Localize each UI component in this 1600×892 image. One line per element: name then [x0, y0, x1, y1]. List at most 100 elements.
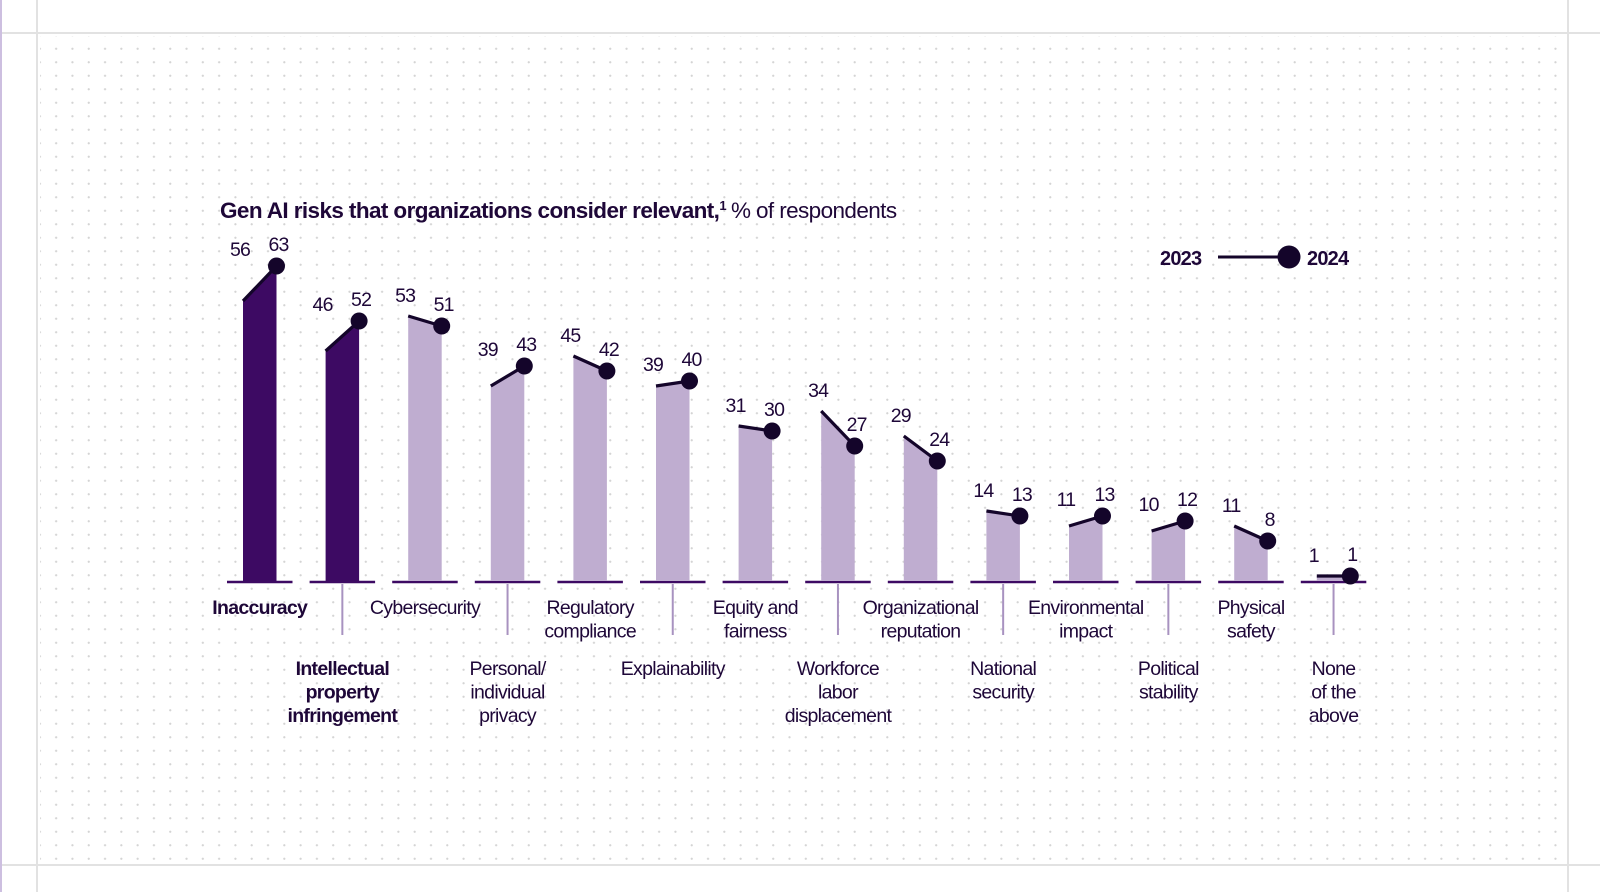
dot-2024-explainability [681, 372, 698, 390]
frame-line-left [36, 0, 38, 892]
category-label-line: labor [818, 682, 859, 704]
value-label-2024-regulatory-compliance: 42 [599, 339, 619, 361]
category-label-organizational-reputation: Organizational reputation [863, 597, 979, 643]
bar-inaccuracy [243, 266, 277, 581]
value-label-2023-regulatory-compliance: 45 [560, 325, 581, 347]
frame-line-right [1567, 0, 1569, 892]
bar-personal-individual-privacy [490, 366, 525, 581]
value-label-2023-cybersecurity: 53 [395, 285, 415, 307]
chart-title-footnote: 1 [719, 198, 726, 213]
category-label-environmental-impact: Environmental impact [1028, 597, 1144, 643]
category-label-line: Regulatory [546, 597, 634, 619]
category-label-equity-and-fairness: Equity and fairness [713, 597, 798, 643]
dot-2024-personal-individual-privacy [515, 357, 533, 375]
category-label-line: stability [1139, 682, 1199, 704]
chart-title: Gen AI risks that organizations consider… [220, 198, 897, 223]
value-label-2024-none-of-the-above: 1 [1347, 544, 1357, 566]
value-label-2024-environmental-impact: 13 [1094, 484, 1114, 506]
category-label-line: Organizational [863, 597, 979, 619]
category-label-personal-individual-privacy: Personal/individual privacy [470, 658, 547, 727]
category-label-line: Explainability [621, 658, 726, 680]
category-label-line: compliance [544, 621, 636, 643]
category-label-line: impact [1059, 621, 1114, 643]
value-label-2023-inaccuracy: 56 [230, 239, 250, 261]
frame-line-bottom [0, 864, 1600, 866]
category-label-intellectual-property-infringement: Intellectual property infringement [288, 658, 399, 727]
dot-2024-workforce-labor-displacement [846, 437, 864, 455]
chart-subtitle: % of respondents [731, 198, 897, 223]
dot-2024-political-stability [1176, 512, 1194, 530]
chart-title-main: Gen AI risks that organizations consider… [220, 198, 719, 223]
category-label-line: displacement [785, 705, 893, 727]
value-label-2024-intellectual-property-infringement: 52 [351, 289, 371, 311]
category-label-line: Physical [1217, 597, 1284, 619]
value-label-2023-national-security: 14 [973, 480, 994, 502]
value-label-2023-environmental-impact: 11 [1057, 489, 1076, 511]
dot-2024-physical-safety [1259, 532, 1277, 550]
dot-2024-inaccuracy [268, 257, 285, 275]
value-label-2023-personal-individual-privacy: 39 [478, 339, 498, 361]
legend-label-2023: 2023 [1160, 248, 1202, 270]
category-label-line: None [1312, 658, 1356, 680]
legend-label-2024: 2024 [1307, 248, 1350, 270]
category-label-line: Cybersecurity [370, 597, 481, 619]
category-label-line: individual [470, 682, 545, 704]
value-label-2023-explainability: 39 [643, 354, 663, 376]
category-label-line: Personal/ [470, 658, 547, 680]
edge-line-left [0, 0, 2, 892]
dot-2024-organizational-reputation [928, 452, 946, 470]
value-label-2023-organizational-reputation: 29 [891, 405, 911, 427]
value-label-2024-national-security: 13 [1012, 484, 1032, 506]
dot-2024-regulatory-compliance [598, 362, 616, 380]
category-label-line: Intellectual [296, 658, 390, 680]
category-label-line: Inaccuracy [212, 597, 308, 619]
category-label-political-stability: Political stability [1138, 658, 1199, 704]
category-label-line: reputation [881, 621, 961, 643]
value-label-2023-intellectual-property-infringement: 46 [313, 294, 333, 316]
value-label-2023-none-of-the-above: 1 [1309, 545, 1319, 567]
bar-environmental-impact [1069, 516, 1103, 581]
legend: 2023 2024 [1160, 245, 1351, 270]
bar-explainability [656, 381, 690, 581]
category-label-line: safety [1227, 621, 1276, 643]
value-label-2024-political-stability: 12 [1177, 489, 1197, 511]
bar-equity-and-fairness [738, 426, 773, 581]
value-label-2024-organizational-reputation: 24 [929, 429, 950, 451]
bar-intellectual-property-infringement [325, 321, 360, 581]
category-label-line: National [970, 658, 1036, 680]
value-label-2024-cybersecurity: 51 [434, 294, 454, 316]
category-label-line: Political [1138, 658, 1199, 680]
category-label-cybersecurity: Cybersecurity [370, 597, 481, 619]
category-label-explainability: Explainability [621, 658, 726, 680]
bar-regulatory-compliance [573, 356, 607, 581]
category-label-line: Environmental [1028, 597, 1144, 619]
value-label-2023-equity-and-fairness: 31 [726, 395, 746, 417]
bar-political-stability [1151, 521, 1186, 581]
bar-cybersecurity [408, 316, 442, 581]
value-label-2024-workforce-labor-displacement: 27 [847, 414, 867, 436]
category-labels: Inaccuracy Intellectual property infringeme… [212, 584, 1359, 727]
category-label-national-security: National security [970, 658, 1036, 704]
dot-2024-national-security [1011, 507, 1029, 525]
category-label-workforce-labor-displacement: Workforce labor displacement [785, 658, 893, 727]
value-label-2024-physical-safety: 8 [1265, 509, 1275, 531]
category-label-line: Workforce [797, 658, 879, 680]
category-label-line: security [972, 682, 1035, 704]
dot-grid-background [40, 36, 1566, 862]
category-label-line: property [306, 682, 380, 704]
category-label-inaccuracy: Inaccuracy [212, 597, 308, 619]
dot-2024-cybersecurity [433, 317, 451, 335]
value-label-2023-physical-safety: 11 [1222, 495, 1241, 517]
value-label-2023-workforce-labor-displacement: 34 [808, 380, 829, 402]
category-label-regulatory-compliance: Regulatory compliance [544, 597, 636, 643]
value-label-2024-inaccuracy: 63 [268, 234, 288, 256]
frame-line-top [0, 32, 1600, 34]
legend-dot-2024 [1277, 245, 1301, 269]
bar-workforce-labor-displacement [821, 411, 855, 581]
dot-2024-none-of-the-above [1341, 567, 1359, 585]
value-label-2024-equity-and-fairness: 30 [764, 399, 785, 421]
category-label-line: Equity and [713, 597, 798, 619]
dot-2024-intellectual-property-infringement [350, 312, 368, 330]
dot-2024-equity-and-fairness [763, 422, 781, 440]
